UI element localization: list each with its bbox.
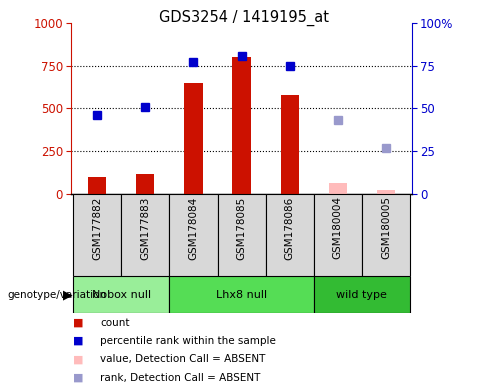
- Bar: [328, 183, 347, 194]
- Text: GSM180005: GSM180005: [381, 196, 391, 260]
- Text: GSM177883: GSM177883: [141, 196, 150, 260]
- Bar: [362, 194, 410, 276]
- Bar: [218, 194, 265, 276]
- Bar: [169, 194, 218, 276]
- Bar: [314, 276, 410, 313]
- Text: ▶: ▶: [62, 288, 72, 301]
- Bar: [73, 194, 122, 276]
- Text: GSM178086: GSM178086: [285, 196, 295, 260]
- Bar: [88, 177, 106, 194]
- Bar: [265, 194, 314, 276]
- Bar: [377, 190, 395, 194]
- Text: GSM178085: GSM178085: [237, 196, 246, 260]
- Text: GSM177882: GSM177882: [92, 196, 102, 260]
- Bar: [184, 83, 203, 194]
- Text: rank, Detection Call = ABSENT: rank, Detection Call = ABSENT: [100, 373, 261, 383]
- Text: value, Detection Call = ABSENT: value, Detection Call = ABSENT: [100, 354, 265, 364]
- Text: ■: ■: [73, 373, 83, 383]
- Bar: [232, 57, 251, 194]
- Bar: [136, 174, 155, 194]
- Text: ■: ■: [73, 318, 83, 328]
- Bar: [73, 276, 169, 313]
- Text: ■: ■: [73, 354, 83, 364]
- Bar: [169, 276, 314, 313]
- Text: percentile rank within the sample: percentile rank within the sample: [100, 336, 276, 346]
- Bar: [314, 194, 362, 276]
- Text: count: count: [100, 318, 129, 328]
- Bar: [281, 95, 299, 194]
- Text: wild type: wild type: [336, 290, 387, 300]
- Text: Lhx8 null: Lhx8 null: [216, 290, 267, 300]
- Text: genotype/variation: genotype/variation: [7, 290, 106, 300]
- Bar: [122, 194, 169, 276]
- Text: Nobox null: Nobox null: [92, 290, 151, 300]
- Text: GDS3254 / 1419195_at: GDS3254 / 1419195_at: [159, 10, 329, 26]
- Text: ■: ■: [73, 336, 83, 346]
- Text: GSM180004: GSM180004: [333, 196, 343, 260]
- Text: GSM178084: GSM178084: [188, 196, 199, 260]
